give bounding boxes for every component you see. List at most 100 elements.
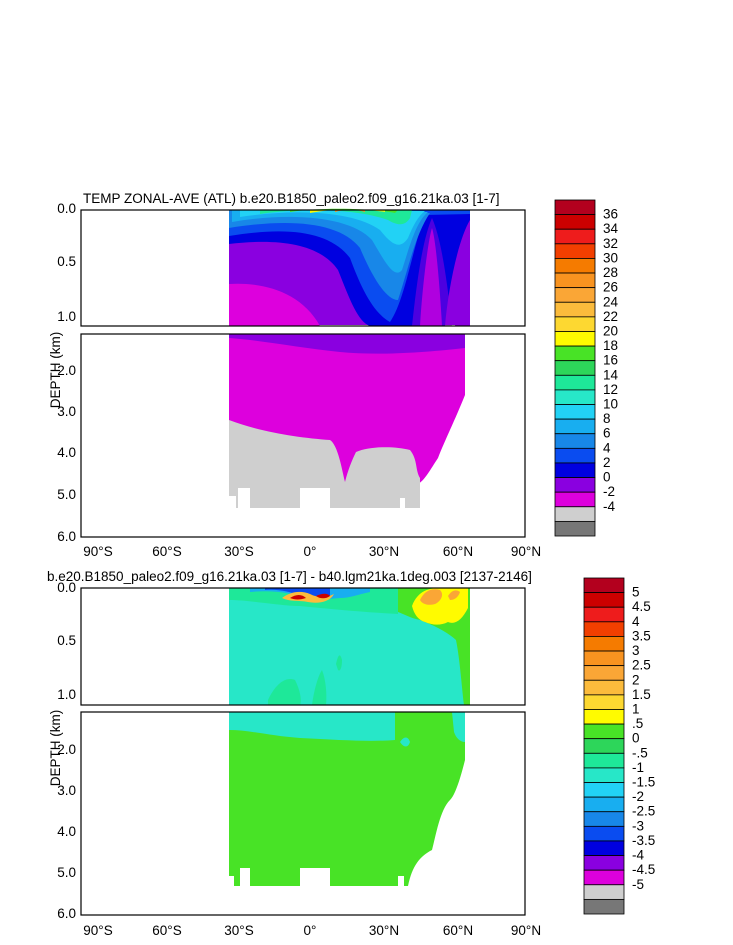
panel-2-lower-frame xyxy=(80,711,526,916)
field-region xyxy=(229,334,465,354)
x-tick-label: 0° xyxy=(304,544,317,559)
x-tick-label: 0° xyxy=(304,923,317,938)
colorbar-label: 0 xyxy=(632,731,640,746)
colorbar-label: -1.5 xyxy=(632,775,655,790)
colorbar-swatch xyxy=(583,709,625,725)
colorbar-label: -1 xyxy=(632,760,644,775)
y-tick-label: 3.0 xyxy=(57,404,76,419)
colorbar-label: -2 xyxy=(603,484,615,499)
panel-2: b.e20.B1850_paleo2.f09_g16.21ka.03 [1-7]… xyxy=(47,569,655,938)
panel-1-ylabel: DEPTH (km) xyxy=(48,332,63,409)
land-mask xyxy=(470,210,525,326)
colorbar-swatch xyxy=(554,360,596,376)
land-mask xyxy=(229,488,405,508)
x-tick-label: 30°S xyxy=(224,923,253,938)
colorbar-label: 4.5 xyxy=(632,599,651,614)
panel-1-title: TEMP ZONAL-AVE (ATL) b.e20.B1850_paleo2.… xyxy=(83,191,500,206)
field-region xyxy=(455,226,470,326)
panel-1-x-ticks: 90°S 60°S 30°S 0° 30°N 60°N 90°N xyxy=(83,544,541,559)
colorbar-swatch xyxy=(554,345,596,362)
colorbar-swatch xyxy=(583,694,625,710)
colorbar-label: .5 xyxy=(632,716,643,731)
colorbar-swatch xyxy=(554,447,596,464)
colorbar-label: -4.5 xyxy=(632,862,655,877)
field-region xyxy=(229,283,320,326)
colorbar-label: 22 xyxy=(603,309,618,324)
colorbar-swatch xyxy=(583,665,625,681)
land-mask xyxy=(81,210,229,326)
x-tick-label: 30°S xyxy=(224,544,253,559)
colorbar-label: -.5 xyxy=(632,745,648,760)
y-tick-label: 1.0 xyxy=(57,309,76,324)
panel-2-ylabel: DEPTH (km) xyxy=(48,710,63,787)
colorbar-swatch xyxy=(583,767,625,783)
colorbar-label: 2.5 xyxy=(632,658,651,673)
colorbar-label: 12 xyxy=(603,382,618,397)
field-region xyxy=(229,420,420,508)
colorbar-swatch xyxy=(554,433,596,449)
colorbar-swatch xyxy=(554,287,596,303)
colorbar-swatch xyxy=(583,884,625,900)
colorbar-label: 18 xyxy=(603,338,618,353)
colorbar-label: -5 xyxy=(632,877,644,892)
colorbar-swatch xyxy=(583,606,625,623)
colorbar-swatch xyxy=(554,228,596,245)
colorbar-swatch xyxy=(583,577,625,594)
panel-1-lower-field xyxy=(229,334,552,538)
colorbar-swatch xyxy=(583,869,625,886)
colorbar-swatch xyxy=(554,491,596,508)
colorbar-swatch xyxy=(583,738,625,754)
colorbar-swatch xyxy=(583,855,625,871)
y-tick-label: 6.0 xyxy=(57,529,76,544)
y-tick-label: 6.0 xyxy=(57,906,76,921)
panel-2-colorbar: 54.543.532.521.51.50-.5-1-1.5-2-2.5-3-3.… xyxy=(583,577,655,915)
panel-2-lower-field xyxy=(229,712,552,916)
colorbar-swatch xyxy=(583,825,625,842)
colorbar-label: 26 xyxy=(603,280,618,295)
colorbar-swatch xyxy=(583,811,625,827)
field-region xyxy=(240,210,425,245)
colorbar-label: 8 xyxy=(603,411,611,426)
colorbar-label: 36 xyxy=(603,207,618,222)
panel-1-upper-frame xyxy=(80,209,526,327)
panel-1-lower-frame xyxy=(80,333,526,538)
y-tick-label: 0.0 xyxy=(57,201,76,216)
panel-2-x-ticks: 90°S 60°S 30°S 0° 30°N 60°N 90°N xyxy=(83,923,541,938)
colorbar-label: 34 xyxy=(603,221,619,236)
colorbar-label: -4 xyxy=(632,848,644,863)
colorbar-label: 14 xyxy=(603,367,619,382)
colorbar-swatch xyxy=(583,752,625,769)
colorbar-label: -2.5 xyxy=(632,804,655,819)
y-tick-label: 4.0 xyxy=(57,445,76,460)
colorbar-label: -4 xyxy=(603,499,615,514)
colorbar-label: 6 xyxy=(603,426,611,441)
panel-1: TEMP ZONAL-AVE (ATL) b.e20.B1850_paleo2.… xyxy=(48,191,619,559)
panel-1-y-ticks: 0.0 0.5 1.0 2.0 3.0 4.0 5.0 6.0 xyxy=(57,201,76,544)
colorbar-label: 2 xyxy=(632,672,640,687)
colorbar-swatch xyxy=(554,258,596,274)
field-region xyxy=(229,712,395,741)
colorbar-swatch xyxy=(554,301,596,318)
land-mask xyxy=(229,868,404,886)
land-mask xyxy=(252,886,552,916)
field-region xyxy=(420,589,460,605)
colorbar-label: 3.5 xyxy=(632,628,651,643)
y-tick-label: 5.0 xyxy=(57,487,76,502)
colorbar-label: 1 xyxy=(632,701,640,716)
field-region xyxy=(400,737,410,747)
panel-2-title: b.e20.B1850_paleo2.f09_g16.21ka.03 [1-7]… xyxy=(47,569,532,584)
field-region xyxy=(336,655,342,671)
colorbar-label: 1.5 xyxy=(632,687,651,702)
colorbar-swatch xyxy=(583,796,625,813)
colorbar-label: -3 xyxy=(632,818,644,833)
field-region xyxy=(412,218,452,326)
x-tick-label: 90°S xyxy=(83,923,112,938)
colorbar-label: 2 xyxy=(603,455,611,470)
colorbar-swatch xyxy=(583,840,625,856)
colorbar-label: 10 xyxy=(603,397,618,412)
colorbar-swatch xyxy=(554,389,596,405)
colorbar-label: 3 xyxy=(632,643,640,658)
colorbar-swatch xyxy=(583,592,625,608)
x-tick-label: 90°N xyxy=(511,923,541,938)
